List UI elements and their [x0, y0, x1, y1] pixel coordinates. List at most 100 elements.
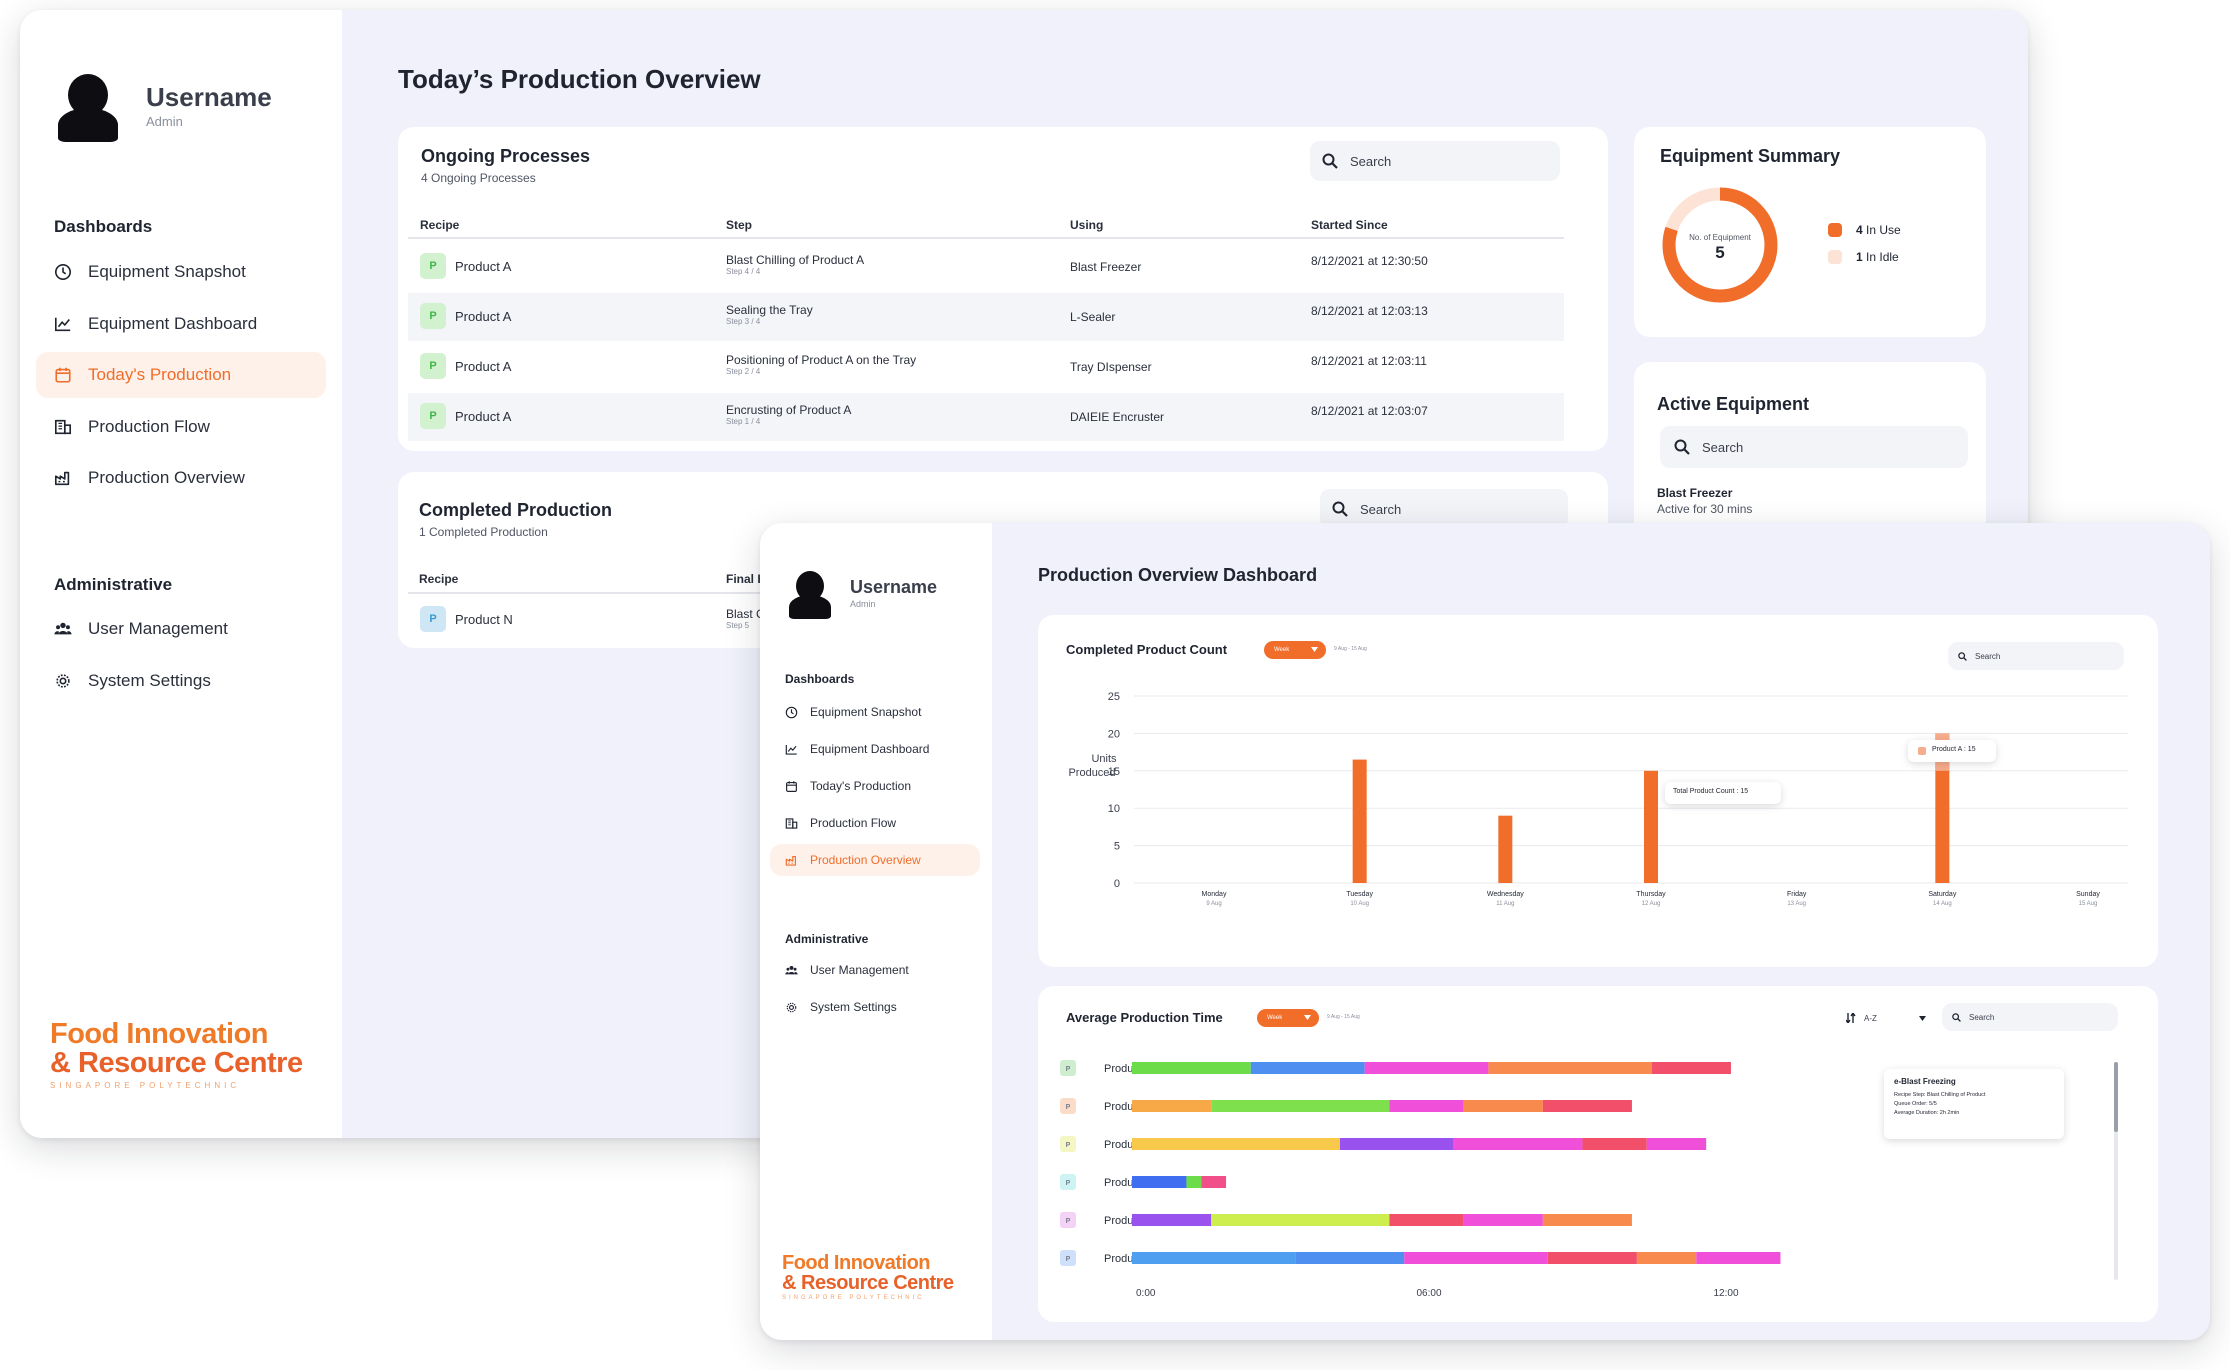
sidebar-item-label: Equipment Snapshot [88, 262, 246, 281]
started-since-cell: 8/12/2021 at 12:03:11 [1311, 354, 1427, 368]
factory-icon [785, 854, 798, 867]
line-chart-icon [54, 317, 71, 331]
nav-section-dashboards: Dashboards [785, 672, 855, 686]
x-tick-date: 12 Aug [1642, 901, 1661, 907]
sidebar-item-system-settings[interactable]: System Settings [770, 991, 980, 1023]
time-segment [1582, 1138, 1647, 1150]
search-icon [1322, 153, 1338, 169]
time-segment [1201, 1176, 1227, 1188]
time-segment [1186, 1176, 1202, 1188]
count-chart-title: Completed Product Count [1066, 642, 1228, 657]
table-row[interactable]: P Product N Blast C Step 5 [408, 598, 1568, 642]
sidebar-item-today-s-production[interactable]: Today's Production [770, 770, 980, 802]
period-dropdown[interactable]: Week [1264, 641, 1326, 659]
sidebar-item-production-overview[interactable]: Production Overview [770, 844, 980, 876]
product-badge-letter: P [1066, 1256, 1071, 1263]
time-segment [1488, 1062, 1652, 1074]
chevron-down-icon [1304, 1015, 1311, 1020]
sidebar-item-label: System Settings [810, 1000, 897, 1014]
date-range: 9 Aug - 15 Aug [1334, 646, 1367, 652]
x-tick-date: 10 Aug [1350, 901, 1369, 907]
production-overview-window: Username Admin Dashboards Equipment Snap… [760, 523, 2210, 1340]
table-row[interactable]: P Product A Positioning of Product A on th… [408, 343, 1564, 391]
fire-logo: Food Innovation & Resource Centre SINGAP… [782, 1252, 954, 1301]
sort-icon [1846, 1013, 1856, 1023]
users-icon [785, 965, 798, 974]
clock-icon [54, 263, 72, 281]
x-tick-label: Thursday [1636, 891, 1666, 898]
x-tick-label: Saturday [1928, 891, 1957, 898]
sidebar-item-user-management[interactable]: User Management [770, 954, 980, 986]
sidebar-item-label: Production Flow [810, 816, 897, 830]
sidebar-item-label: User Management [88, 619, 228, 638]
sidebar-item-label: User Management [810, 963, 909, 977]
started-since-cell: 8/12/2021 at 12:30:50 [1311, 254, 1428, 268]
completed-count-chart: 0 5 10 15 20 25 Units Produced Monday 9 Aug Tuesda… [1068, 691, 2128, 907]
ongoing-search[interactable]: Search [1310, 141, 1560, 181]
calendar-icon [786, 780, 797, 792]
time-segment [1453, 1138, 1583, 1150]
recipe-cell: Product A [455, 359, 512, 374]
recipe-cell: Product A [455, 259, 512, 274]
sidebar-item-label: Production Overview [810, 853, 921, 867]
x-tick-date: 9 Aug [1206, 901, 1221, 907]
building-icon [54, 419, 72, 434]
x-tick-date: 13 Aug [1787, 901, 1806, 907]
sidebar-item-equipment-snapshot[interactable]: Equipment Snapshot [770, 696, 980, 728]
x-tick-label: Friday [1787, 891, 1807, 898]
sidebar-item-user-management[interactable]: User Management [36, 606, 326, 652]
date-range: 9 Aug - 15 Aug [1327, 1014, 1360, 1020]
search-icon [1332, 501, 1348, 517]
time-segment [1132, 1100, 1212, 1112]
users-icon [54, 622, 72, 635]
clock-icon [785, 706, 798, 718]
time-segment [1339, 1138, 1454, 1150]
table-row[interactable]: P Product A Sealing the Tray Step 3 / 4 L-Se… [408, 293, 1564, 341]
building-icon [785, 817, 798, 830]
active-equipment-name[interactable]: Blast Freezer [1657, 486, 1733, 500]
user-avatar[interactable] [58, 74, 118, 144]
time-segment [1389, 1100, 1464, 1112]
col-header-recipe: Recipe [420, 218, 460, 232]
bar-saturday [1935, 733, 1950, 883]
time-segment [1295, 1252, 1405, 1264]
sidebar-item-production-flow[interactable]: Production Flow [36, 404, 326, 450]
y-tick-label: 15 [1108, 766, 1120, 778]
x-tick-label: Wednesday [1487, 891, 1524, 898]
table-row[interactable]: P Product A Encrusting of Product A Step 1 … [408, 393, 1564, 441]
period-dropdown[interactable]: Week [1257, 1009, 1319, 1027]
factory-icon [54, 471, 70, 486]
sidebar-item-equipment-snapshot[interactable]: Equipment Snapshot [36, 249, 326, 295]
table-row[interactable]: P Product A Blast Chilling of Product A Ste… [408, 243, 1564, 291]
user-avatar[interactable] [789, 571, 831, 621]
clock-icon [785, 706, 798, 719]
donut-value: 5 [1715, 243, 1725, 262]
search-icon [1952, 1012, 1961, 1022]
time-segment [1132, 1252, 1296, 1264]
scrollbar[interactable] [2114, 1062, 2118, 1280]
sidebar-item-label: Today's Production [810, 779, 912, 793]
product-badge [1060, 1098, 1076, 1114]
count-search[interactable]: Search [1948, 642, 2124, 670]
time-segment [1132, 1176, 1187, 1188]
sidebar-item-production-overview[interactable]: Production Overview [36, 455, 326, 501]
average-time-card: Average Production Time Week 9 Aug - 15 … [1038, 986, 2158, 1322]
sort-dropdown[interactable]: A-Z [1846, 1009, 1926, 1027]
col-header-using: Using [1070, 218, 1104, 232]
col-header-started: Started Since [1311, 218, 1388, 232]
average-time-chart: P Product AP Product BP Product CP Product D… [1060, 1060, 1781, 1299]
completed-search[interactable]: Search [1320, 489, 1568, 529]
time-segment [1463, 1100, 1543, 1112]
search-icon [1958, 651, 1967, 661]
time-search[interactable]: Search [1942, 1003, 2118, 1031]
x-tick-label: 0:00 [1136, 1288, 1156, 1299]
sidebar-item-equipment-dashboard[interactable]: Equipment Dashboard [770, 733, 980, 765]
time-segment [1211, 1100, 1390, 1112]
sidebar-item-equipment-dashboard[interactable]: Equipment Dashboard [36, 301, 326, 347]
sidebar-item-system-settings[interactable]: System Settings [36, 658, 326, 704]
user-name: Username [146, 82, 272, 112]
sidebar-item-production-flow[interactable]: Production Flow [770, 807, 980, 839]
active-equipment-search[interactable]: Search [1660, 426, 1968, 468]
sidebar-item-today-s-production[interactable]: Today's Production [36, 352, 326, 398]
time-segment [1646, 1138, 1707, 1150]
